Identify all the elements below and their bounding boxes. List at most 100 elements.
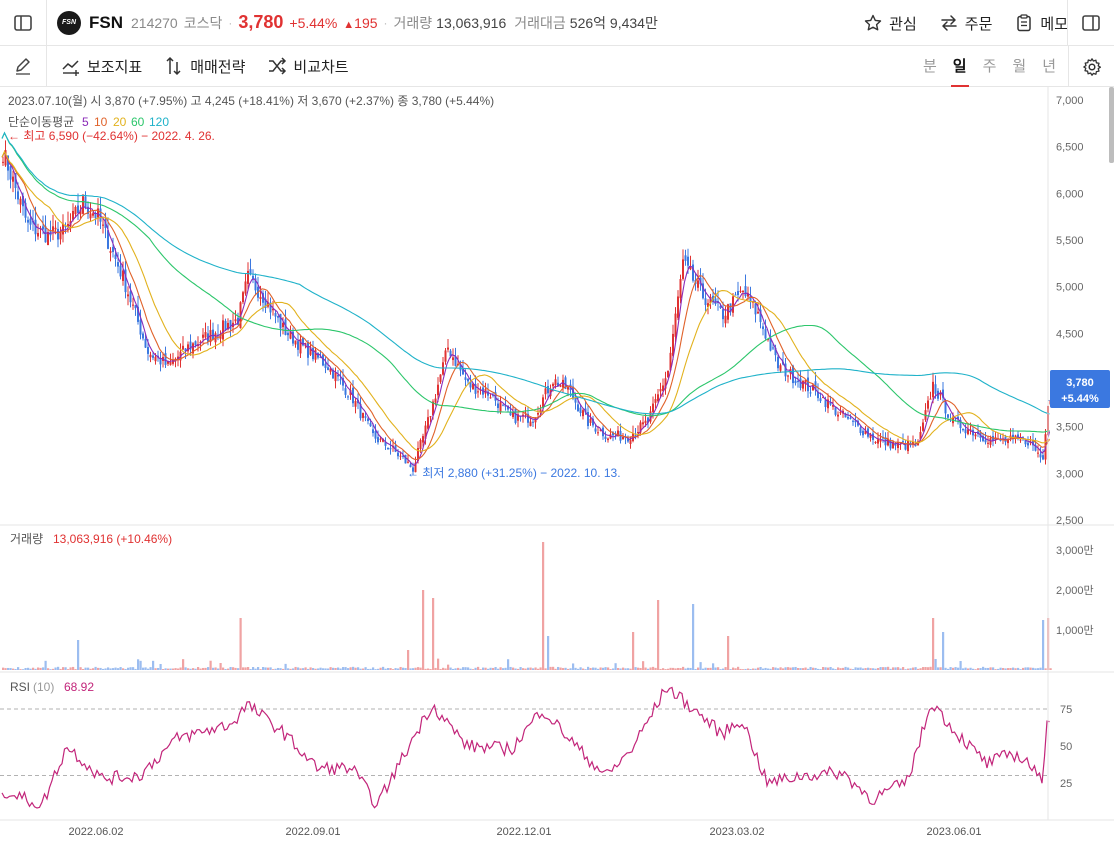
candle-body: [599, 429, 602, 431]
volume-bar: [409, 668, 412, 670]
candle-body: [469, 381, 472, 388]
candle-body: [4, 150, 7, 166]
memo-button[interactable]: 메모: [1014, 13, 1068, 34]
volume-bar: [629, 668, 632, 670]
stock-code: 214270: [131, 14, 178, 31]
candle-body: [607, 438, 609, 441]
volume-bar: [12, 668, 15, 670]
settings-button[interactable]: [1068, 46, 1114, 87]
sidebar-toggle-button[interactable]: [0, 0, 46, 46]
volume-bar: [469, 668, 472, 670]
tab-month[interactable]: 월: [1012, 58, 1027, 75]
strategy-icon: [166, 56, 181, 76]
candle-body: [972, 429, 974, 436]
candle-body: [324, 363, 327, 368]
compare-chart-button[interactable]: 비교차트: [267, 56, 349, 77]
volume-bar: [954, 667, 957, 670]
volume-bar: [294, 666, 297, 670]
candle-body: [302, 337, 304, 346]
candle-body: [272, 308, 274, 311]
volume-bar: [692, 604, 695, 670]
volume-bar: [49, 669, 52, 670]
candle-body: [902, 441, 904, 443]
candle-body: [947, 414, 949, 418]
candle-body: [897, 442, 899, 448]
volume-bar: [814, 667, 817, 670]
order-button[interactable]: 주문: [939, 13, 992, 34]
volume-bar: [479, 669, 482, 670]
rsi-axis-tick: 25: [1060, 778, 1072, 790]
volume-bar: [399, 666, 402, 670]
volume-bar: [372, 667, 375, 670]
candle-body: [342, 377, 344, 386]
volume-bar: [582, 668, 585, 670]
stock-chart[interactable]: 7,0006,5006,0005,5005,0004,5004,0003,500…: [0, 87, 1114, 844]
candle-body: [927, 400, 929, 409]
volume-bar: [189, 668, 192, 670]
candle-body: [654, 399, 657, 403]
volume-bar: [809, 666, 812, 670]
price-axis-tick: 6,500: [1056, 142, 1084, 154]
candle-body: [452, 357, 454, 360]
candle-body: [959, 419, 962, 429]
indicators-button[interactable]: 보조지표: [61, 56, 142, 77]
volume-bar: [909, 668, 912, 670]
candle-body: [732, 296, 734, 313]
candle-body: [1017, 434, 1019, 439]
tab-minute[interactable]: 분: [922, 58, 937, 75]
volume-bar: [887, 666, 890, 670]
right-panel-toggle-button[interactable]: [1068, 0, 1114, 46]
candle-body: [87, 206, 89, 214]
volume-bar: [312, 668, 315, 670]
volume-bar: [1014, 668, 1017, 670]
candle-body: [19, 198, 22, 205]
volume-bar: [997, 668, 1000, 670]
volume-bar: [977, 668, 980, 670]
volume-axis-tick: 3,000만: [1056, 544, 1094, 557]
volume-bar: [454, 668, 457, 670]
candle-body: [384, 441, 387, 446]
draw-tool-button[interactable]: [0, 46, 46, 87]
indicator-chart-icon: [62, 60, 79, 76]
strategy-button[interactable]: 매매전략: [164, 56, 245, 77]
volume-bar: [87, 667, 90, 670]
price-chart-area[interactable]: [1, 131, 1052, 476]
candle-body: [989, 438, 992, 445]
tab-year[interactable]: 년: [1042, 58, 1056, 75]
candle-body: [139, 319, 142, 335]
tab-day[interactable]: 일: [950, 46, 969, 87]
volume-bar: [492, 667, 495, 670]
volume-chart-area[interactable]: [2, 542, 1052, 670]
candle-body: [552, 383, 554, 387]
candle-body: [529, 421, 532, 427]
volume-bar: [127, 667, 130, 670]
volume-bar: [1032, 667, 1035, 670]
candle-body: [132, 304, 134, 306]
volume-bar: [752, 668, 755, 670]
volume-bar: [669, 667, 672, 670]
candle-body: [154, 356, 157, 362]
tab-week[interactable]: 주: [982, 58, 997, 75]
watchlist-button[interactable]: 관심: [863, 13, 917, 34]
volume-bar: [839, 668, 842, 670]
volume-bar: [522, 668, 525, 670]
volume-bar: [459, 668, 462, 670]
volume-bar: [444, 668, 447, 670]
volume-bar: [109, 668, 112, 670]
volume-bar: [1039, 667, 1042, 670]
candle-body: [34, 219, 37, 235]
volume-bar: [527, 667, 530, 670]
volume-bar: [387, 668, 390, 670]
rsi-chart-area[interactable]: [0, 686, 1050, 809]
candle-body: [434, 398, 437, 403]
volume-bar: [639, 667, 642, 670]
vertical-scrollbar[interactable]: [1109, 87, 1114, 163]
candle-body: [649, 411, 652, 422]
volume-bar: [52, 668, 55, 670]
volume-bar: [317, 668, 320, 670]
candle-body: [427, 417, 429, 429]
candle-body: [512, 411, 514, 417]
volume-bar: [539, 667, 542, 670]
date-axis-tick: 2022.09.01: [285, 826, 340, 838]
volume-bar: [254, 668, 257, 670]
